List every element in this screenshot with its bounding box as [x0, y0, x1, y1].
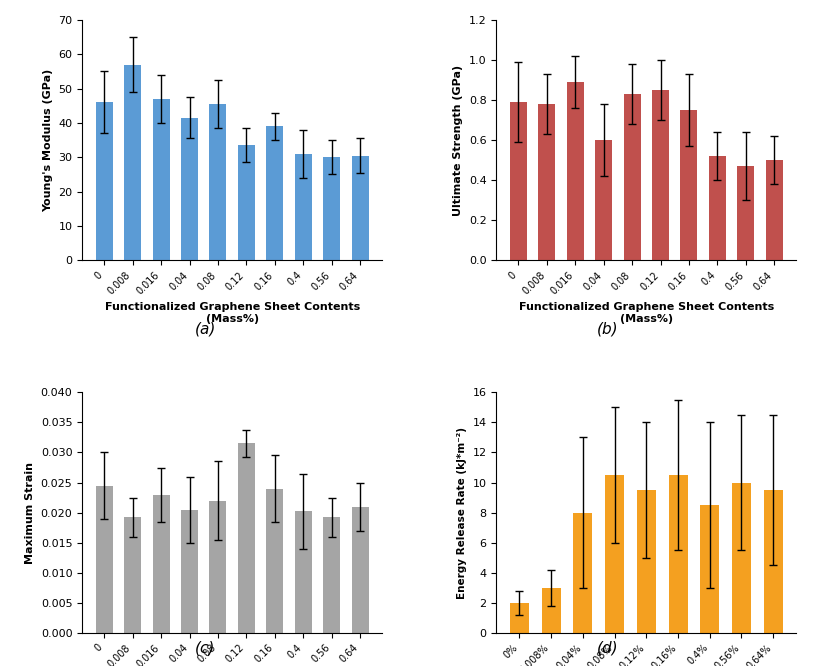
Bar [323, 157, 340, 260]
Y-axis label: Ultimate Strength (GPa): Ultimate Strength (GPa) [453, 65, 463, 216]
Bar [238, 444, 255, 633]
Bar [510, 603, 529, 633]
Bar [351, 156, 369, 260]
Bar [700, 505, 719, 633]
Bar [681, 110, 698, 260]
Bar [266, 127, 283, 260]
Bar [605, 475, 624, 633]
Bar [542, 587, 561, 633]
Bar [637, 490, 656, 633]
Text: (d): (d) [597, 641, 618, 656]
Bar [153, 495, 170, 633]
Bar [595, 140, 612, 260]
Bar [732, 483, 751, 633]
Y-axis label: Maximum Strain: Maximum Strain [25, 462, 35, 563]
Bar [737, 166, 754, 260]
Bar [624, 94, 640, 260]
Bar [652, 90, 669, 260]
Bar [295, 154, 312, 260]
Bar [510, 102, 527, 260]
Bar [266, 489, 283, 633]
Bar [566, 82, 584, 260]
Text: (a): (a) [195, 321, 216, 336]
Bar [124, 65, 141, 260]
Bar [573, 513, 593, 633]
Bar [124, 517, 141, 633]
Bar [766, 160, 782, 260]
Bar [209, 104, 227, 260]
Bar [764, 490, 782, 633]
Y-axis label: Young's Modulus (GPa): Young's Modulus (GPa) [43, 69, 53, 212]
Bar [181, 118, 198, 260]
Bar [181, 509, 198, 633]
Bar [709, 156, 726, 260]
Bar [96, 103, 112, 260]
Bar [295, 511, 312, 633]
Bar [209, 501, 227, 633]
Y-axis label: Energy Release Rate (kJ*m⁻²): Energy Release Rate (kJ*m⁻²) [456, 426, 467, 599]
Bar [96, 486, 112, 633]
Bar [351, 507, 369, 633]
Bar [668, 475, 687, 633]
X-axis label: Functionalized Graphene Sheet Contents
(Mass%): Functionalized Graphene Sheet Contents (… [519, 302, 774, 324]
Bar [238, 145, 255, 260]
Bar [323, 517, 340, 633]
Bar [539, 104, 555, 260]
Text: (c): (c) [195, 641, 215, 656]
X-axis label: Functionalized Graphene Sheet Contents
(Mass%): Functionalized Graphene Sheet Contents (… [104, 302, 360, 324]
Bar [153, 99, 170, 260]
Text: (b): (b) [597, 321, 618, 336]
